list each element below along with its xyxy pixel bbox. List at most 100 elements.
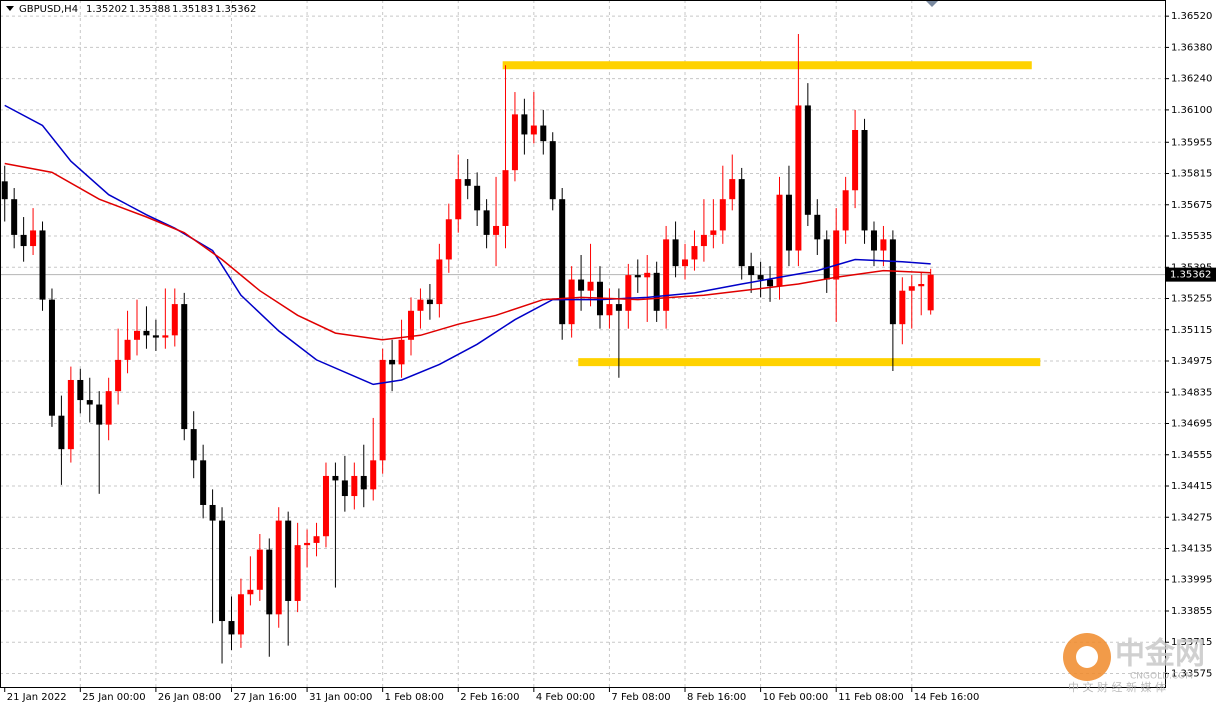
candle-body: [351, 475, 358, 497]
y-tick-label: 1.35115: [1171, 325, 1212, 336]
candle-body: [39, 230, 46, 300]
current-price-box: [1166, 267, 1216, 282]
candle-body: [502, 170, 509, 226]
candle-body: [606, 304, 613, 316]
candle-body: [360, 475, 367, 490]
candle-body: [143, 330, 150, 336]
x-tick-label: 2 Feb 16:00: [460, 692, 519, 703]
candle-body: [833, 230, 840, 280]
y-tick-label: 1.33715: [1171, 637, 1212, 648]
candle-body: [285, 520, 292, 601]
candle-body: [823, 239, 830, 280]
y-tick-label: 1.36240: [1171, 74, 1212, 85]
candle-body: [426, 299, 433, 305]
candle-body: [483, 210, 490, 235]
candle-body: [549, 141, 556, 200]
candles: [1, 34, 934, 664]
candle-body: [322, 475, 329, 537]
y-tick-label: 1.34135: [1171, 543, 1212, 554]
candle-body: [436, 259, 443, 305]
candle-body: [275, 520, 282, 615]
candle-body: [672, 239, 679, 267]
y-tick-label: 1.34415: [1171, 481, 1212, 492]
x-tick-label: 11 Feb 08:00: [838, 692, 904, 703]
candle-body: [209, 504, 216, 521]
candle-body: [521, 114, 528, 135]
candle-body: [464, 179, 471, 186]
candle-body: [67, 379, 74, 450]
watermark: 中金网 CNGOLD.COM 中 文 财 经 新 媒 体: [1063, 633, 1205, 694]
candle-body: [540, 125, 547, 142]
candle-body: [455, 179, 462, 220]
y-tick-label: 1.35815: [1171, 169, 1212, 180]
moving-averages: [4, 104, 931, 386]
moving-average: [4, 104, 931, 386]
candle-body: [908, 286, 915, 291]
candle-body: [266, 549, 273, 615]
x-tick-label: 21 Jan 2022: [7, 692, 67, 703]
watermark-site: CNGOLD.COM: [1130, 672, 1193, 682]
candle-body: [86, 400, 93, 405]
candle-body: [842, 190, 849, 231]
candle-body: [389, 359, 396, 365]
x-tick-label: 14 Feb 16:00: [914, 692, 980, 703]
candle-body: [880, 239, 887, 251]
y-tick-label: 1.34275: [1171, 512, 1212, 523]
candle-body: [918, 284, 925, 287]
candle-body: [20, 234, 27, 247]
y-tick-label: 1.33995: [1171, 575, 1212, 586]
y-tick-label: 1.36100: [1171, 105, 1212, 116]
header-low: 1.35183: [172, 4, 213, 15]
candle-body: [757, 275, 764, 280]
scroll-marker: [926, 1, 938, 7]
candle-body: [256, 549, 263, 590]
candle-body: [115, 359, 122, 392]
header-high: 1.35388: [129, 4, 170, 15]
candle-body: [870, 230, 877, 251]
candle-body: [795, 105, 802, 251]
y-tick-label: 1.36380: [1171, 42, 1212, 53]
candle-body: [682, 259, 689, 267]
y-tick-label: 1.34555: [1171, 450, 1212, 461]
x-tick-label: 31 Jan 00:00: [309, 692, 372, 703]
candle-body: [332, 475, 339, 481]
x-tick-label: 10 Feb 00:00: [763, 692, 829, 703]
candle-body: [134, 330, 141, 340]
candle-body: [663, 239, 670, 311]
candle-body: [304, 542, 311, 546]
candle-body: [719, 199, 726, 231]
candle-body: [748, 266, 755, 276]
candle-body: [190, 429, 197, 461]
watermark-logo: 中金网: [1115, 637, 1205, 672]
candle-body: [634, 275, 641, 278]
candle-body: [568, 279, 575, 325]
candle-body: [615, 304, 622, 311]
candle-body: [861, 129, 868, 231]
candle-body: [785, 194, 792, 251]
candle-body: [171, 304, 178, 336]
candle-body: [493, 225, 500, 235]
candle-body: [587, 281, 594, 291]
watermark-slogan: 中 文 财 经 新 媒 体: [1068, 680, 1166, 694]
candle-body: [379, 359, 386, 461]
candle-body: [77, 379, 84, 401]
candle-body: [767, 279, 774, 287]
current-price-label: 1.35362: [1170, 270, 1211, 281]
candle-body: [644, 272, 651, 278]
candle-body: [653, 272, 660, 311]
candle-body: [105, 391, 112, 425]
x-tick-label: 25 Jan 00:00: [82, 692, 145, 703]
candle-body: [313, 536, 320, 543]
candle-body: [398, 339, 405, 365]
axes: 1.36520 1.36380 1.36240 1.36100 1.35955 1.358…: [4, 11, 1216, 703]
x-tick-label: 26 Jan 08:00: [158, 692, 221, 703]
y-tick-label: 1.34695: [1171, 419, 1212, 430]
candle-body: [294, 545, 301, 601]
candle-body: [530, 125, 537, 135]
candle-body: [804, 105, 811, 215]
candle-body: [700, 234, 707, 247]
candle-body: [445, 219, 452, 260]
candle-body: [181, 304, 188, 430]
y-tick-label: 1.36520: [1171, 11, 1212, 22]
candle-body: [11, 199, 18, 235]
